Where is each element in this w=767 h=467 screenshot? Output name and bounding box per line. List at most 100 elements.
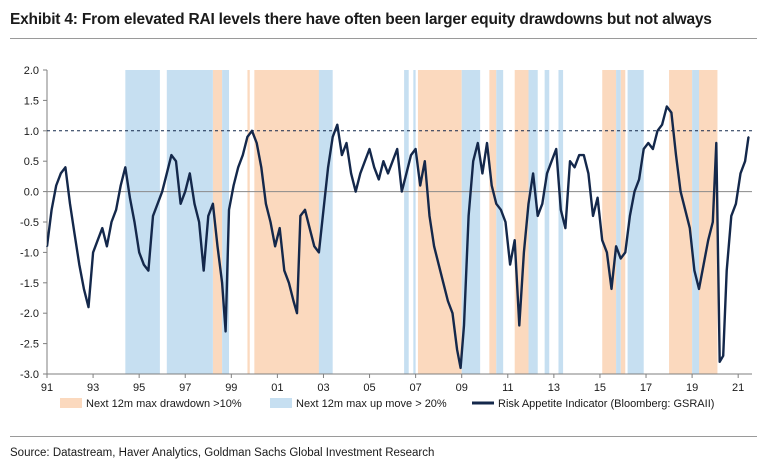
x-tick-label: 11: [502, 382, 513, 394]
rai-point: [401, 190, 403, 193]
legend: Next 12m max drawdown >10% Next 12m max u…: [60, 398, 714, 410]
rai-point: [596, 196, 599, 199]
y-tick-label: 0.0: [24, 187, 39, 199]
footer-divider: [10, 436, 757, 437]
rai-point: [55, 184, 58, 187]
upmove-region: [413, 70, 416, 374]
rai-point: [665, 105, 668, 108]
y-tick-label: -2.5: [20, 339, 39, 351]
rai-point: [652, 148, 654, 150]
rai-point: [237, 166, 240, 169]
rai-point: [559, 209, 562, 211]
upmove-region: [166, 70, 213, 374]
legend-label: Next 12m max drawdown >10%: [86, 398, 242, 410]
rai-point: [447, 300, 449, 302]
rai-point: [60, 172, 62, 175]
rai-point: [50, 209, 53, 211]
rai-point: [688, 227, 691, 229]
rai-point: [391, 160, 394, 162]
rai-point: [656, 130, 659, 132]
rai-point: [518, 324, 521, 327]
rai-point: [722, 354, 725, 357]
rai-point: [536, 215, 539, 217]
rai-point: [341, 154, 343, 156]
rai-point: [288, 282, 290, 284]
upmove-region: [627, 70, 644, 374]
rai-point: [433, 245, 435, 248]
upmove-region: [222, 70, 230, 374]
rai-point: [550, 160, 553, 162]
rai-point: [546, 172, 548, 175]
rai-point: [638, 178, 640, 181]
upmove-region: [496, 70, 504, 374]
rai-point: [170, 154, 173, 156]
rai-point: [527, 202, 530, 205]
rai-point: [702, 263, 705, 266]
rai-point: [152, 215, 154, 217]
rai-point: [156, 202, 159, 205]
rai-point: [490, 184, 493, 187]
rai-point: [730, 215, 733, 217]
rai-point: [46, 245, 48, 248]
y-tick-label: -2.0: [20, 308, 39, 320]
rai-point: [555, 148, 557, 150]
rai-point: [587, 172, 590, 175]
rai-point: [382, 160, 385, 162]
rai-point: [578, 154, 581, 156]
rai-point: [513, 239, 516, 242]
rai-point: [712, 221, 714, 223]
rai-point: [442, 282, 445, 284]
rai-point: [350, 172, 352, 175]
upmove-region: [616, 70, 621, 374]
rai-point: [373, 166, 375, 169]
rai-point: [133, 221, 136, 223]
rai-point: [147, 269, 150, 272]
y-tick-label: -0.5: [20, 217, 39, 229]
x-tick-label: 91: [41, 382, 53, 394]
rai-point: [207, 215, 210, 217]
rai-point: [354, 190, 357, 193]
rai-point: [299, 215, 302, 217]
drawdown-region: [602, 70, 617, 374]
rai-point: [216, 245, 219, 248]
rai-point: [78, 263, 81, 266]
rai-point: [296, 312, 298, 315]
title-divider: [10, 38, 757, 39]
rai-point: [318, 251, 320, 254]
rai-point: [138, 251, 140, 254]
rai-point: [87, 306, 90, 308]
rai-point: [246, 136, 249, 138]
rai-point: [193, 202, 196, 205]
rai-point: [221, 282, 223, 284]
rai-point: [670, 111, 673, 114]
rai-point: [647, 142, 650, 144]
rai-point: [747, 136, 750, 138]
rai-point: [228, 209, 230, 211]
drawdown-region: [489, 70, 497, 374]
drawdown-region: [254, 70, 322, 374]
upmove-region: [528, 70, 538, 374]
y-tick-label: -3.0: [20, 369, 39, 381]
upmove-region: [318, 70, 333, 374]
rai-point: [175, 160, 177, 162]
rai-point: [161, 190, 163, 193]
chart: 2.01.51.00.50.0-0.5-1.0-1.5-2.0-2.5-3.0 …: [20, 65, 752, 410]
rai-point: [451, 312, 454, 315]
rai-point: [189, 172, 191, 175]
rai-point: [629, 215, 631, 217]
x-tick-label: 19: [686, 382, 698, 394]
rai-point: [477, 142, 479, 144]
upmove-region: [544, 70, 550, 374]
x-tick-label: 15: [594, 382, 606, 394]
x-tick-label: 03: [317, 382, 329, 394]
drawdown-region: [699, 70, 718, 374]
rai-point: [69, 202, 71, 205]
rai-point: [472, 160, 475, 162]
rai-point: [101, 227, 104, 229]
y-tick-label: 0.5: [24, 156, 39, 168]
rai-point: [278, 227, 281, 229]
rai-point: [119, 184, 122, 187]
upmove-region: [404, 70, 409, 374]
rai-point: [405, 172, 408, 175]
rai-point: [110, 221, 113, 223]
